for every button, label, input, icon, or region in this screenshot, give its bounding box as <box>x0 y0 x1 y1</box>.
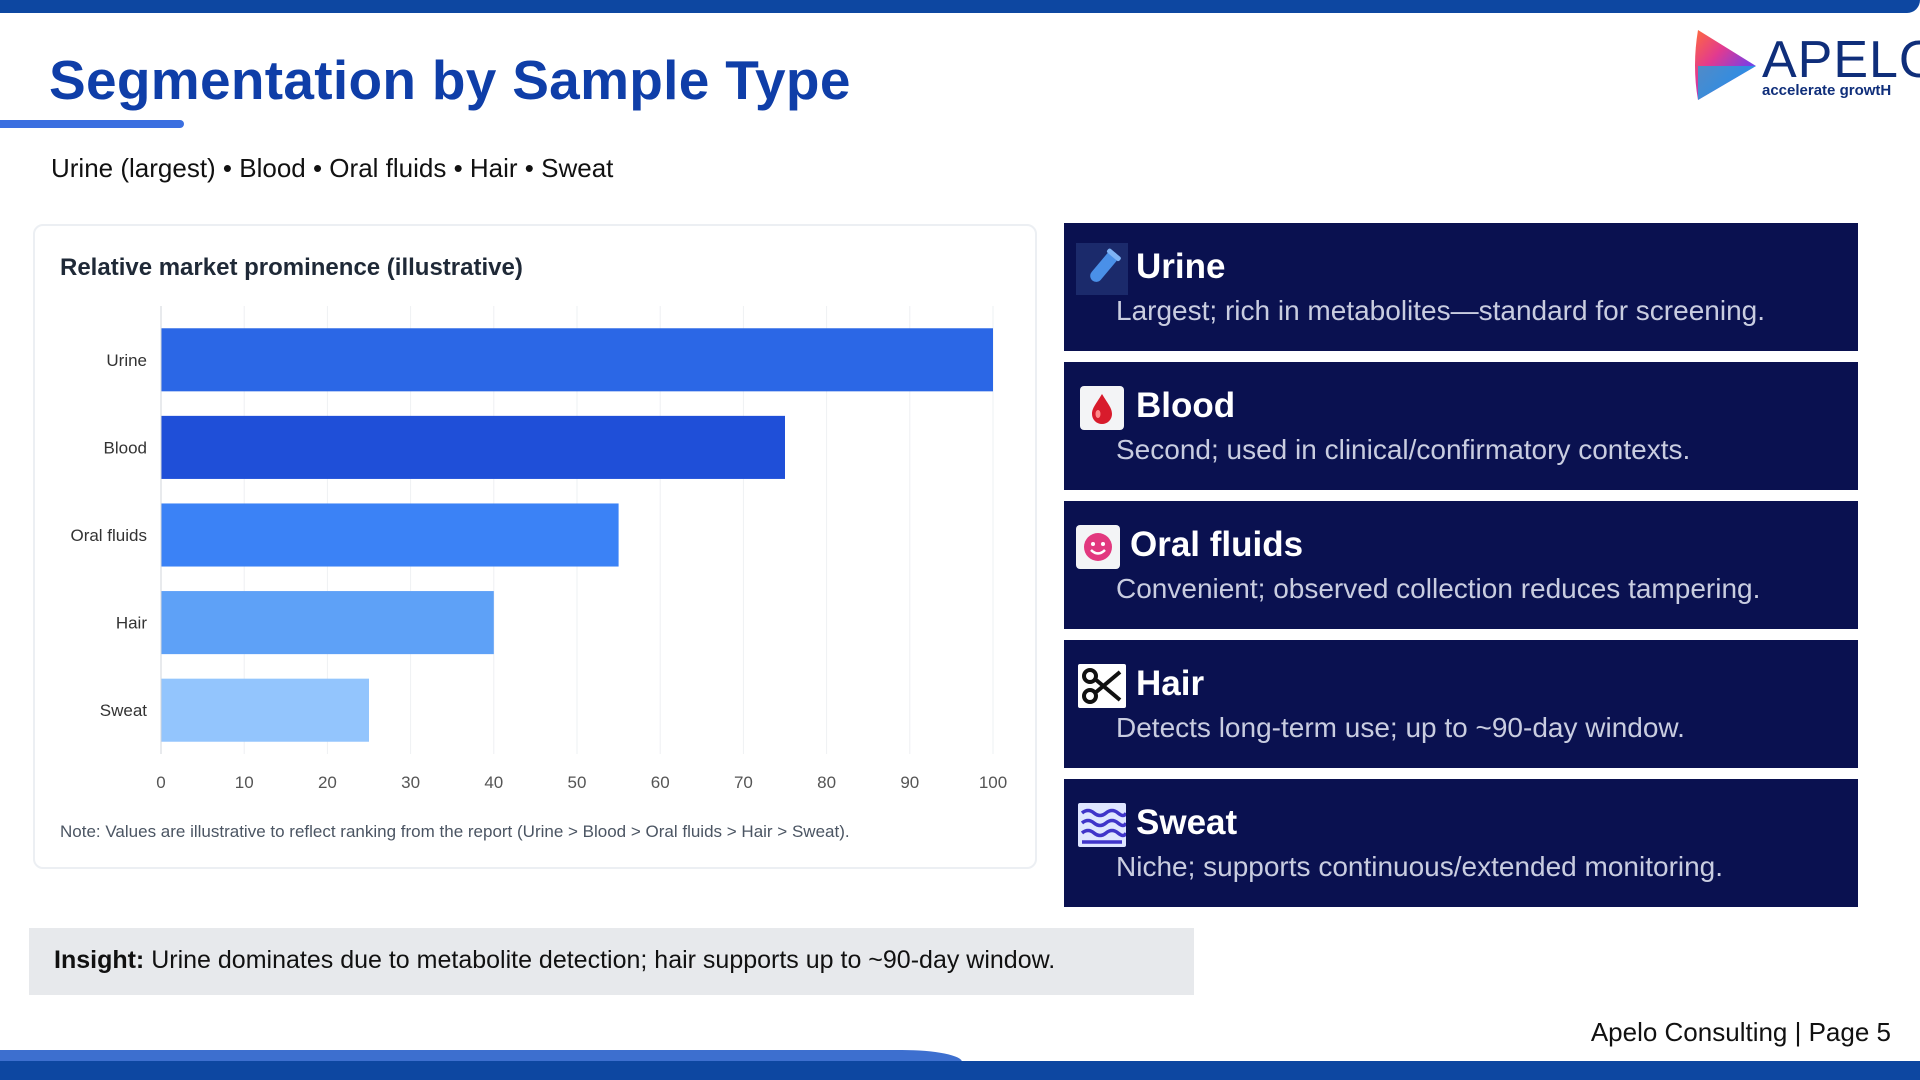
bar-sweat <box>161 678 369 742</box>
segment-name: Urine <box>1136 247 1226 286</box>
y-category-label: Urine <box>106 351 147 370</box>
smiley-icon <box>1072 521 1124 573</box>
y-category-label: Hair <box>116 614 148 633</box>
chart-note: Note: Values are illustrative to reflect… <box>60 822 850 841</box>
bottom-wave-accent <box>0 1050 962 1064</box>
segment-desc: Niche; supports continuous/extended moni… <box>1116 851 1724 882</box>
segment-name: Blood <box>1136 386 1236 425</box>
title-underline <box>0 120 184 128</box>
insight-label: Insight: <box>54 946 145 974</box>
y-category-label: Blood <box>104 438 147 457</box>
x-tick-label: 80 <box>817 773 836 792</box>
insight-box: Insight: Urine dominates due to metaboli… <box>29 928 1194 995</box>
waves-icon <box>1076 799 1128 851</box>
bar-oral-fluids <box>161 503 619 567</box>
x-tick-label: 100 <box>979 773 1007 792</box>
x-tick-label: 40 <box>484 773 503 792</box>
chart-title: Relative market prominence (illustrative… <box>60 254 523 281</box>
x-tick-label: 10 <box>235 773 254 792</box>
bar-urine <box>161 328 993 392</box>
x-tick-label: 0 <box>156 773 165 792</box>
slide-title: Segmentation by Sample Type <box>49 49 851 111</box>
bar-chart: 0 10 20 30 40 50 60 70 80 90 100 Urine Blood Oral flu… <box>70 306 1007 792</box>
segment-desc: Convenient; observed collection reduces … <box>1116 573 1761 604</box>
segment-name: Oral fluids <box>1130 525 1304 564</box>
segment-desc: Detects long-term use; up to ~90-day win… <box>1116 712 1685 743</box>
logo-mark-icon <box>1695 30 1756 100</box>
bar-hair <box>161 591 494 655</box>
segment-card-blood: Blood Second; used in clinical/confirmat… <box>1064 362 1858 490</box>
segment-card-oral-fluids: Oral fluids Convenient; observed collect… <box>1064 501 1858 629</box>
x-tick-label: 30 <box>401 773 420 792</box>
y-category-label: Oral fluids <box>70 526 147 545</box>
logo-wordmark: APELO <box>1762 31 1920 89</box>
bottom-accent-bar <box>0 1061 1920 1080</box>
x-tick-label: 70 <box>734 773 753 792</box>
x-tick-label: 90 <box>900 773 919 792</box>
y-category-label: Sweat <box>100 701 148 720</box>
footer-page-label: Apelo Consulting | Page 5 <box>1590 1017 1891 1047</box>
x-tick-label: 20 <box>318 773 337 792</box>
segment-card-sweat: Sweat Niche; supports continuous/extende… <box>1064 779 1858 907</box>
scissors-icon <box>1076 660 1128 712</box>
blood-drop-icon <box>1076 382 1128 434</box>
logo-tagline: accelerate growtH <box>1762 82 1892 99</box>
top-accent-bar <box>0 0 1920 13</box>
apelo-logo: APELO accelerate growtH <box>1690 26 1920 104</box>
chart-card: Relative market prominence (illustrative… <box>33 224 1037 869</box>
insight-body: Urine dominates due to metabolite detect… <box>144 946 1056 974</box>
segment-desc: Largest; rich in metabolites—standard fo… <box>1116 295 1765 326</box>
x-tick-label: 50 <box>568 773 587 792</box>
segment-card-hair: Hair Detects long-term use; up to ~90-da… <box>1064 640 1858 768</box>
test-tube-icon <box>1076 243 1128 295</box>
segment-card-urine: Urine Largest; rich in metabolites—stand… <box>1064 223 1858 351</box>
bar-blood <box>161 415 785 479</box>
segment-name: Sweat <box>1136 803 1238 842</box>
x-tick-label: 60 <box>651 773 670 792</box>
segment-name: Hair <box>1136 664 1205 703</box>
segment-desc: Second; used in clinical/confirmatory co… <box>1116 434 1691 465</box>
slide-subtitle: Urine (largest) • Blood • Oral fluids • … <box>51 153 614 183</box>
insight-text: Insight: Urine dominates due to metaboli… <box>54 946 1055 975</box>
